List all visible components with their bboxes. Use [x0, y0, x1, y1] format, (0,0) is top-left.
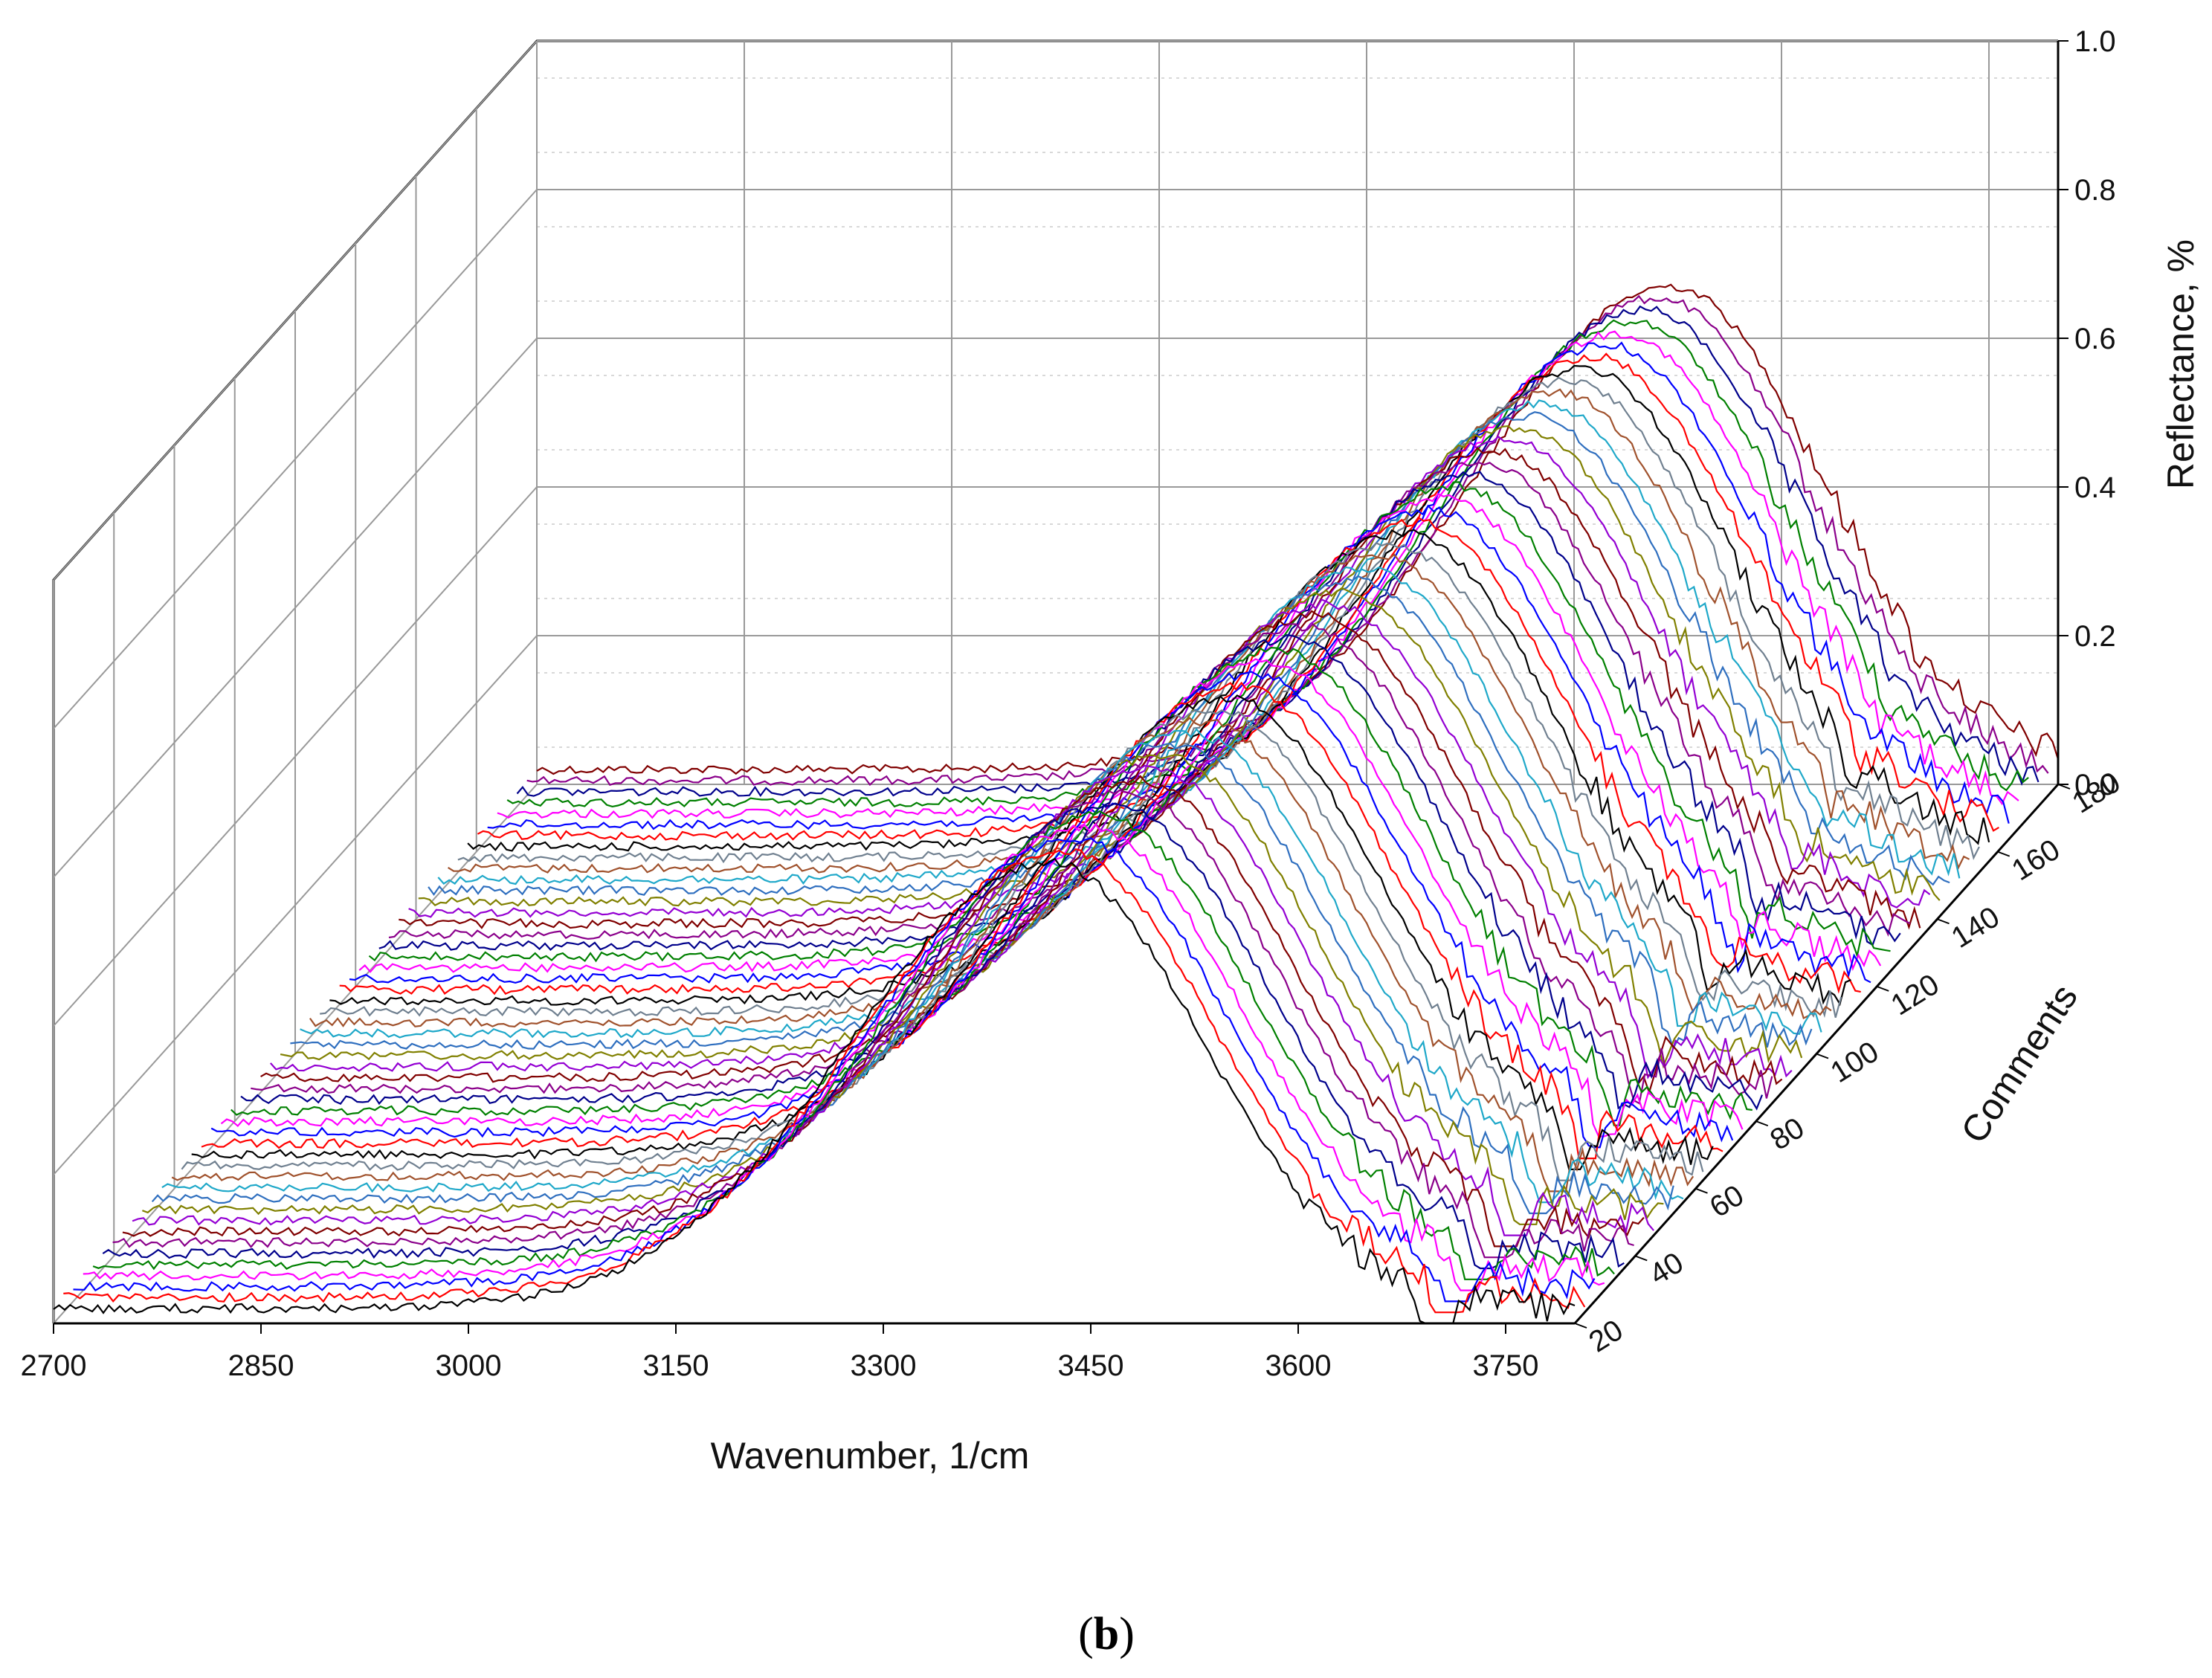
x-tick-label: 2850 [228, 1349, 294, 1382]
figure-caption: (b) [1078, 1609, 1135, 1659]
spectrum-line [260, 610, 1783, 1095]
y-tick-label: 80 [1764, 1111, 1810, 1157]
y-tick-mark [1574, 1323, 1587, 1329]
spectrum-line [122, 775, 1645, 1248]
y-tick-mark [1937, 918, 1950, 925]
y-tick-label: 100 [1825, 1035, 1884, 1089]
spectrum-line [191, 694, 1714, 1170]
spectrum-line [467, 364, 1990, 852]
y-tick-mark [1816, 1053, 1829, 1059]
z-tick-label: 0.2 [2074, 620, 2116, 653]
x-tick-label: 3600 [1265, 1349, 1332, 1382]
spectrum-line [112, 789, 1634, 1259]
z-tick-label: 0.0 [2074, 769, 2116, 801]
y-tick-mark [2057, 784, 2071, 790]
spectrum-line [300, 566, 1822, 1039]
spectrum-line [161, 728, 1684, 1204]
y-tick-mark [1876, 985, 1889, 992]
y-tick-mark [1755, 1120, 1769, 1127]
spectrum-line [516, 305, 2040, 798]
spectrum-line [83, 822, 1605, 1291]
spectrum-line [437, 399, 1961, 885]
y-tick-label: 120 [1886, 968, 1945, 1022]
spectrum-line [378, 471, 1901, 951]
spectrum-line [349, 504, 1871, 984]
series-group [53, 283, 2060, 1325]
x-tick-label: 2700 [21, 1349, 87, 1382]
y-tick-label: 140 [1946, 900, 2005, 955]
spectrum-line [181, 709, 1704, 1181]
spectrum-line [251, 622, 1773, 1105]
x-tick-label: 3300 [851, 1349, 917, 1382]
spectrum-line [418, 425, 1941, 907]
z-tick-label: 0.8 [2074, 174, 2116, 207]
spectrum-line [102, 802, 1625, 1270]
y-tick-label: 20 [1583, 1314, 1628, 1359]
spectrum-line [388, 461, 1911, 940]
spectrum-line [309, 553, 1832, 1028]
z-axis-title: Reflectance, % [2160, 239, 2202, 489]
spectrum-line [329, 529, 1851, 1007]
spectrum-line [408, 435, 1931, 918]
x-tick-label: 3450 [1058, 1349, 1124, 1382]
spectrum-line [63, 848, 1586, 1314]
caption-close-paren: ) [1119, 1609, 1135, 1659]
spectrum-line [477, 352, 1999, 841]
z-tick-label: 0.4 [2074, 471, 2116, 504]
spectrum-line [171, 717, 1695, 1193]
spectrum-line [506, 319, 2029, 808]
y-tick-mark [1695, 1187, 1708, 1194]
spectrum-line [536, 283, 2060, 775]
x-tick-label: 3750 [1473, 1349, 1539, 1382]
y-tick-label: 60 [1704, 1178, 1750, 1224]
y-tick-label: 40 [1644, 1246, 1689, 1291]
spectrum-line [428, 411, 1950, 896]
spectrum-line [240, 633, 1764, 1111]
spectrum-line [132, 764, 1654, 1236]
caption-open-paren: ( [1078, 1609, 1094, 1659]
spectrum-line [210, 671, 1734, 1149]
spectrum-line [73, 837, 1596, 1303]
y-tick-mark [1634, 1255, 1648, 1262]
z-tick-label: 1.0 [2074, 25, 2116, 58]
caption-letter: b [1094, 1609, 1119, 1659]
y-tick-mark [1997, 851, 2011, 857]
spectrum-line [399, 447, 1921, 930]
spectrum-line [339, 516, 1861, 995]
y-tick-label: 160 [2006, 833, 2066, 888]
x-tick-label: 3150 [643, 1349, 709, 1382]
x-axis-title: Wavenumber, 1/cm [711, 1435, 1030, 1477]
z-tick-label: 0.6 [2074, 323, 2116, 355]
spectrum-line [230, 646, 1752, 1126]
spectrum-line [497, 330, 2019, 819]
spectrum-line [487, 341, 2010, 830]
grid [53, 40, 2058, 1324]
spectrum-line [368, 481, 1891, 963]
y-axis-title: Comments [1953, 977, 2086, 1150]
spectrum-line [142, 754, 1664, 1225]
x-tick-label: 3000 [436, 1349, 502, 1382]
spectrum-line [92, 810, 1615, 1280]
spectrum-line [220, 658, 1744, 1138]
spectrum-line [358, 493, 1882, 973]
spectrum-line [320, 542, 1842, 1019]
spectrum-line [53, 857, 1576, 1325]
